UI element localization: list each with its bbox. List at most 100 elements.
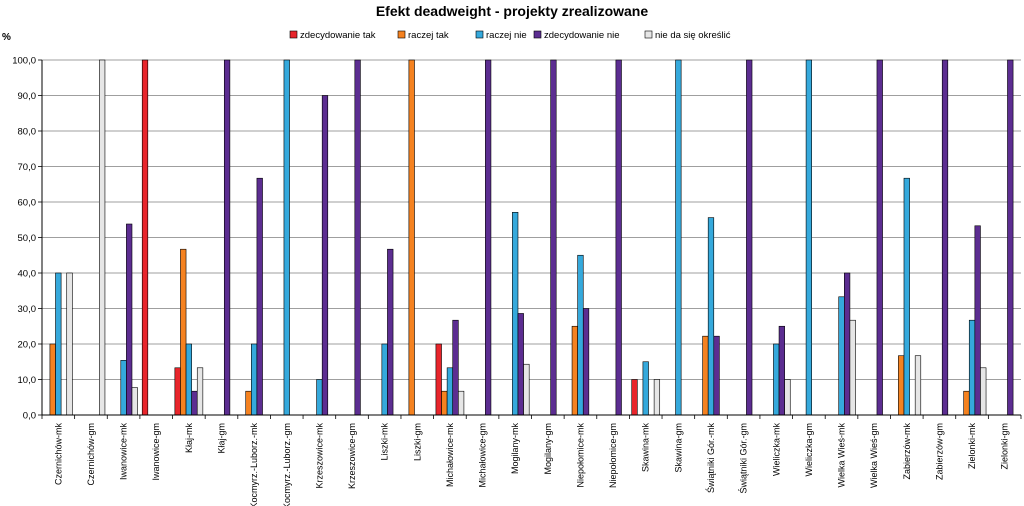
x-tick-label: Skawina-mk [641, 423, 651, 473]
bar [968, 319, 976, 416]
bar [773, 343, 780, 416]
bar [713, 335, 720, 416]
bar [838, 296, 845, 416]
legend: zdecydowanie tak raczej tak raczej nie zdec… [289, 30, 731, 41]
bar [55, 272, 62, 416]
bar [223, 59, 231, 416]
bar [653, 379, 661, 416]
x-tick-label: Krzeszowice-gm [347, 423, 357, 489]
bar [898, 355, 905, 416]
bar [196, 367, 204, 416]
bar [49, 343, 56, 416]
x-tick-label: Kłaj-mk [184, 423, 194, 454]
x-tick-label: Michałowice-mk [445, 423, 455, 488]
bar [191, 390, 198, 416]
bar [256, 177, 263, 416]
bar [120, 360, 127, 416]
bar [512, 211, 519, 416]
x-tick-label: Czernichów-mk [53, 423, 63, 486]
bar [126, 223, 133, 416]
x-tick-label: Kocmyrz.-Luborz.-mk [249, 423, 259, 506]
bar [615, 59, 622, 416]
bar [458, 390, 465, 416]
x-tick-label: Zielonki-mk [967, 423, 977, 470]
bar [974, 225, 981, 416]
x-tick-label: Zabierzów-gm [934, 423, 944, 480]
x-tick-label: Wieliczka-gm [804, 423, 814, 477]
bar [707, 217, 715, 416]
bar [517, 313, 524, 416]
bar [185, 343, 192, 416]
x-tick-label: Mogilany-mk [510, 423, 520, 475]
bar [131, 387, 138, 416]
bar [876, 59, 883, 416]
x-tick-label: Niepołomice-mk [575, 423, 585, 488]
bar [321, 95, 329, 416]
y-tick-label: 100,0 [12, 56, 36, 67]
y-tick-label: 30,0 [18, 304, 37, 315]
bar [805, 59, 812, 416]
y-tick-label: 70,0 [18, 162, 37, 173]
bar [903, 177, 910, 416]
x-tick-label: Krzeszowice-mk [314, 423, 324, 489]
bar [141, 59, 149, 416]
bar [381, 343, 388, 416]
legend-label: zdecydowanie tak [300, 30, 376, 41]
bar [245, 390, 252, 416]
bar [387, 248, 394, 416]
y-tick-labels: 0,0 10,0 20,0 30,0 40,0 50,0 60,0 70,0 80,0 90,0 1… [12, 56, 36, 422]
bar [844, 272, 851, 416]
bar [784, 379, 791, 416]
legend-label: raczej tak [408, 30, 449, 41]
y-tick-label: 20,0 [18, 340, 37, 351]
x-tick-label: Świątniki Gór.-mk [705, 423, 716, 494]
chart-title: Efekt deadweight - projekty zrealizowane [376, 3, 649, 19]
bar [550, 59, 557, 416]
bar [435, 343, 442, 416]
x-tick-label: Iwanowice-mk [119, 423, 129, 481]
legend-label: nie da się określić [655, 30, 731, 41]
bar [778, 325, 785, 416]
bar [523, 363, 530, 416]
bar [316, 379, 323, 416]
bar [1007, 59, 1014, 416]
bar [582, 308, 590, 416]
bar [675, 59, 682, 416]
bar [174, 367, 181, 416]
bar [354, 59, 361, 416]
bar [441, 390, 448, 416]
x-tick-label: Zielonki-gm [1000, 423, 1010, 470]
bar [283, 59, 290, 416]
bar [980, 367, 987, 416]
x-tick-label: Wielka Wieś-gm [869, 423, 879, 488]
legend-swatch [475, 30, 484, 39]
y-tick-label: 0,0 [23, 411, 36, 422]
axes [41, 60, 1021, 416]
bar [849, 319, 856, 416]
y-tick-label: 90,0 [18, 91, 37, 102]
bar [702, 335, 709, 416]
y-tick-label: 60,0 [18, 198, 37, 209]
bar [99, 59, 106, 416]
y-axis-label: % [2, 32, 11, 43]
gridlines [38, 59, 1022, 419]
bar [251, 343, 258, 416]
x-tick-label: Wielka Wieś-mk [837, 423, 847, 488]
x-tick-label: Wieliczka-mk [771, 423, 781, 476]
bar [642, 361, 649, 416]
bar [180, 248, 187, 416]
x-tick-label: Mogilany-gm [543, 423, 553, 475]
bar [577, 254, 584, 416]
bar [963, 390, 970, 416]
y-tick-label: 80,0 [18, 127, 37, 138]
x-tick-label: Kocmyrz.-Luborz.-gm [282, 423, 292, 506]
legend-label: raczej nie [486, 30, 527, 41]
bar [408, 59, 415, 416]
legend-swatch [644, 30, 653, 39]
x-tick-label: Liszki-gm [412, 423, 422, 461]
y-tick-label: 50,0 [18, 233, 37, 244]
bar [746, 59, 753, 416]
x-tick-label: Świątniki Gór.-gm [738, 423, 749, 494]
y-tick-label: 40,0 [18, 269, 37, 280]
